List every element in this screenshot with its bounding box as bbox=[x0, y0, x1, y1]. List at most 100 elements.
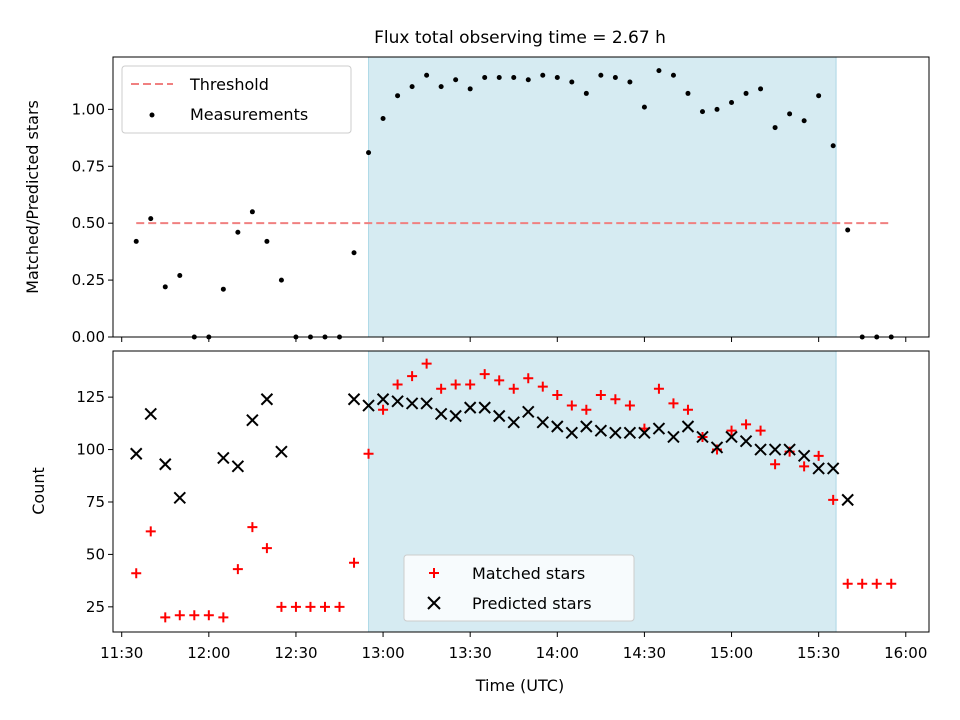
threshold-legend-label: Threshold bbox=[189, 75, 269, 94]
ratio-legend: Threshold Measurements bbox=[121, 65, 352, 134]
predicted-star-point bbox=[652, 422, 666, 435]
ratio-y-axis-ticks: 0.00 0.25 0.50 0.75 1.00 bbox=[72, 100, 113, 346]
measurement-point bbox=[482, 74, 488, 80]
matched-star-point bbox=[218, 612, 229, 623]
predicted-star-point bbox=[405, 397, 419, 410]
predicted-star-point bbox=[812, 462, 825, 475]
matched-star-point bbox=[755, 425, 766, 436]
y-tick-label: 125 bbox=[76, 388, 105, 406]
x-tick-label: 11:30 bbox=[100, 644, 143, 662]
measurement-point bbox=[816, 93, 822, 99]
matched-star-point bbox=[319, 601, 330, 612]
ratio-plot-frame bbox=[112, 56, 930, 338]
predicted-star-point bbox=[551, 420, 564, 433]
matched-star-point bbox=[857, 578, 868, 589]
x-tick-label: 14:30 bbox=[623, 644, 666, 662]
predicted-star-point bbox=[681, 420, 695, 433]
predicted-star-point bbox=[362, 399, 375, 412]
matched-star-point bbox=[465, 379, 476, 390]
x-tick-label: 14:00 bbox=[536, 644, 579, 662]
measurement-point bbox=[148, 216, 154, 222]
measurement-point bbox=[467, 86, 473, 92]
matched-star-points bbox=[131, 358, 897, 623]
matched-star-point bbox=[508, 383, 519, 394]
matched-star-point bbox=[189, 610, 200, 621]
measurement-point bbox=[162, 284, 168, 290]
measurement-point bbox=[554, 74, 560, 80]
predicted-star-point bbox=[260, 393, 274, 406]
ratio-x-axis-ticks bbox=[121, 337, 907, 342]
matched-legend-label: Matched stars bbox=[472, 564, 585, 583]
predicted-star-point bbox=[391, 395, 404, 408]
predicted-star-point bbox=[536, 416, 549, 429]
y-tick-label: 0.75 bbox=[72, 157, 105, 175]
matched-star-point bbox=[160, 612, 171, 623]
measurement-point bbox=[598, 72, 604, 78]
matched-star-point bbox=[523, 373, 534, 384]
matched-star-point bbox=[247, 522, 258, 533]
measurement-point bbox=[569, 79, 575, 85]
matched-star-point bbox=[378, 404, 389, 415]
measurement-point bbox=[743, 90, 749, 96]
measurement-point bbox=[177, 273, 183, 279]
measurement-point bbox=[801, 118, 807, 124]
measurement-point bbox=[438, 84, 444, 90]
measurements-legend-marker bbox=[149, 112, 155, 118]
predicted-legend-label: Predicted stars bbox=[472, 594, 592, 613]
measurement-point bbox=[714, 106, 720, 112]
matched-star-point bbox=[828, 494, 839, 505]
y-tick-label: 0.25 bbox=[72, 271, 105, 289]
matched-star-point bbox=[232, 564, 243, 575]
predicted-star-point bbox=[739, 434, 753, 448]
predicted-star-point bbox=[478, 401, 491, 414]
matched-star-point bbox=[842, 578, 853, 589]
predicted-star-point bbox=[493, 409, 506, 423]
x-tick-label: 12:00 bbox=[187, 644, 230, 662]
y-tick-label: 50 bbox=[86, 545, 105, 563]
measurement-point bbox=[787, 111, 793, 117]
matched-star-point bbox=[349, 557, 360, 568]
measurement-point bbox=[830, 143, 836, 149]
matched-star-point bbox=[726, 425, 737, 436]
measurement-point bbox=[758, 86, 764, 92]
predicted-star-point bbox=[231, 460, 245, 473]
x-tick-label: 13:00 bbox=[361, 644, 404, 662]
predicted-star-point bbox=[173, 491, 186, 504]
measurement-point bbox=[670, 72, 676, 78]
matched-star-point bbox=[668, 398, 679, 409]
matched-legend-marker bbox=[429, 568, 439, 578]
measurement-point bbox=[133, 238, 139, 244]
measurement-point bbox=[496, 74, 502, 80]
predicted-star-point bbox=[420, 397, 433, 410]
matched-star-point bbox=[653, 383, 664, 394]
matched-star-point bbox=[407, 371, 418, 382]
measurement-point bbox=[641, 104, 647, 110]
measurement-point bbox=[845, 227, 851, 233]
matched-star-point bbox=[276, 601, 287, 612]
measurement-point bbox=[409, 84, 415, 90]
predicted-star-point bbox=[449, 409, 462, 423]
predicted-star-point bbox=[507, 416, 520, 429]
matched-star-point bbox=[770, 459, 781, 470]
matched-star-point bbox=[799, 461, 810, 472]
predicted-star-point bbox=[623, 426, 637, 439]
y-tick-label: 100 bbox=[76, 441, 105, 459]
matched-star-point bbox=[610, 394, 621, 405]
predicted-star-point bbox=[710, 441, 724, 454]
matched-star-point bbox=[624, 400, 635, 411]
matched-star-point bbox=[479, 369, 490, 380]
matched-star-point bbox=[741, 419, 752, 430]
matched-star-point bbox=[537, 381, 548, 392]
measurement-point bbox=[772, 125, 778, 131]
predicted-star-point bbox=[594, 424, 608, 437]
predicted-star-point bbox=[376, 393, 390, 406]
measurement-point bbox=[525, 77, 531, 83]
ratio-panel: 0.00 0.25 0.50 0.75 1.00 Matched/Predicted s… bbox=[23, 56, 930, 346]
x-tick-label: 12:30 bbox=[274, 644, 317, 662]
x-tick-label: 15:30 bbox=[797, 644, 840, 662]
predicted-star-point bbox=[609, 426, 622, 439]
predicted-star-point bbox=[841, 493, 854, 507]
matched-star-point bbox=[203, 610, 214, 621]
y-tick-label: 0.50 bbox=[72, 214, 105, 232]
